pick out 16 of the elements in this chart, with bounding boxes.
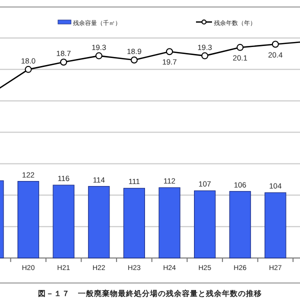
bar (229, 191, 251, 258)
point (95, 52, 102, 60)
point (236, 44, 244, 51)
point (272, 40, 279, 48)
point (201, 52, 208, 60)
bar (18, 181, 40, 258)
bar (123, 188, 145, 258)
point (24, 66, 32, 73)
bar (52, 184, 74, 258)
point (166, 48, 173, 56)
bar (88, 186, 110, 258)
point (130, 56, 138, 64)
bar (264, 192, 286, 258)
bar (158, 187, 180, 258)
bar (194, 190, 216, 258)
point (60, 58, 68, 66)
